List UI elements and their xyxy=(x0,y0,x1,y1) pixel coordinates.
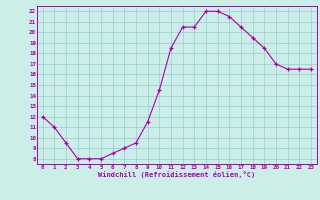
X-axis label: Windchill (Refroidissement éolien,°C): Windchill (Refroidissement éolien,°C) xyxy=(98,171,255,178)
